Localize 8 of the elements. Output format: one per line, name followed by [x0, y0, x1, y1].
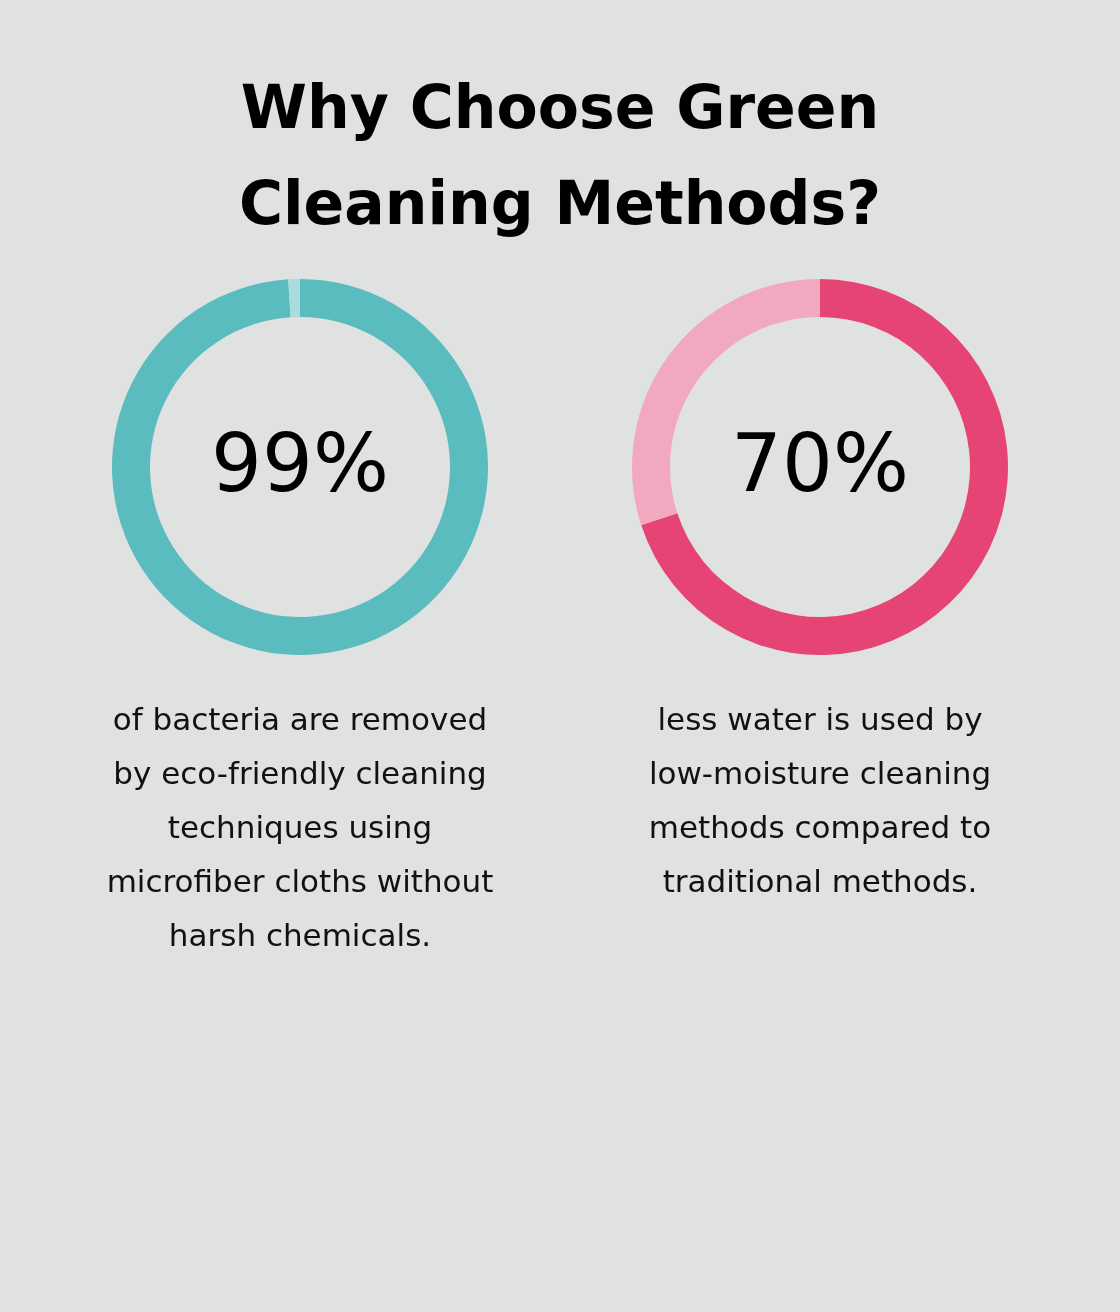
data-label: 99%: [211, 417, 389, 510]
text: of bacteria are removed by eco-friendly cleaning techniques using microfiber cloths without harsh chemicals.: [106, 701, 494, 953]
donut-slice: [112, 279, 488, 655]
data-label: 70%: [731, 417, 909, 510]
donut-slice: [641, 279, 1008, 655]
donut-slice: [288, 279, 300, 318]
chart-title: Why Choose Green Cleaning Methods?: [238, 72, 882, 238]
text: less water is used by low-moisture cleaning methods compared to traditional methods.: [648, 701, 992, 899]
